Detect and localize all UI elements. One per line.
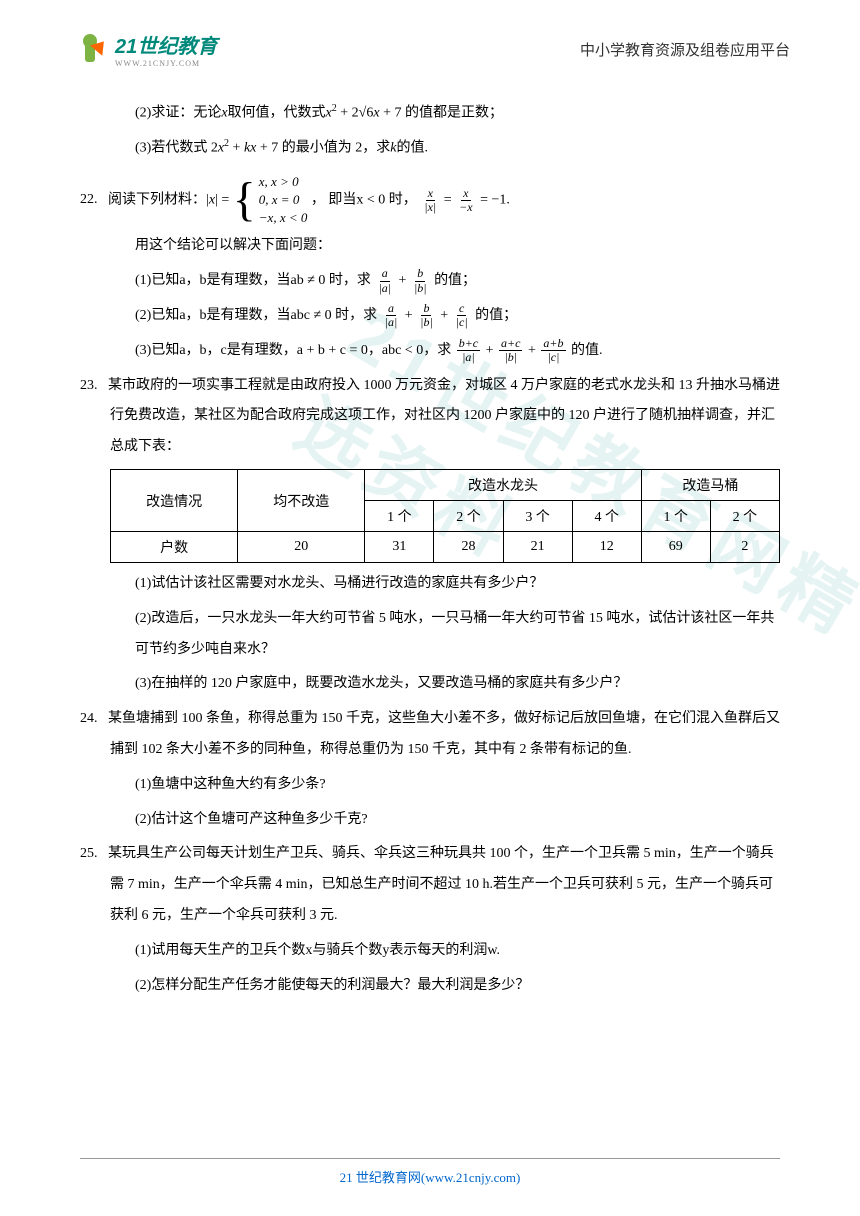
problem-22-intro2: 用这个结论可以解决下面问题： — [110, 231, 780, 262]
table-cell: 21 — [503, 532, 572, 563]
logo-sub-text: WWW.21CNJY.COM — [115, 59, 217, 68]
problem-22-2: (2)已知a，b是有理数，当abc ≠ 0 时，求 a|a| + b|b| + … — [110, 301, 780, 332]
problem-21-3: (3)若代数式 2x2 + kx + 7 的最小值为 2，求k的值. — [110, 133, 780, 164]
problem-22-3: (3)已知a，b，c是有理数，a + b + c = 0，abc < 0，求 b… — [110, 336, 780, 367]
problem-24-intro: 24.某鱼塘捕到 100 条鱼，称得总重为 150 千克，这些鱼大小差不多，做好… — [110, 704, 780, 766]
logo-icon — [70, 32, 110, 67]
problem-23-2: (2)改造后，一只水龙头一年大约可节省 5 吨水，一只马桶一年大约可节省 15 … — [110, 604, 780, 666]
problem-24-1: (1)鱼塘中这种鱼大约有多少条? — [110, 770, 780, 801]
problem-23-intro: 23.某市政府的一项实事工程就是由政府投入 1000 万元资金，对城区 4 万户… — [110, 371, 780, 463]
table-cell: 户数 — [111, 532, 238, 563]
p22-intro-c: = −1. — [480, 192, 510, 207]
table-cell: 改造水龙头 — [365, 470, 641, 501]
table-cell: 3 个 — [503, 501, 572, 532]
problem-24-2: (2)估计这个鱼塘可产这种鱼多少千克? — [110, 805, 780, 836]
header-title: 中小学教育资源及组卷应用平台 — [580, 39, 790, 60]
table-cell: 1 个 — [641, 501, 710, 532]
page-header: 21世纪教育 WWW.21CNJY.COM 中小学教育资源及组卷应用平台 — [0, 0, 860, 78]
table-cell: 2 个 — [434, 501, 503, 532]
table-cell: 31 — [365, 532, 434, 563]
data-table: 改造情况 均不改造 改造水龙头 改造马桶 1 个 2 个 3 个 4 个 1 个… — [110, 469, 780, 563]
problem-25-1: (1)试用每天生产的卫兵个数x与骑兵个数y表示每天的利润w. — [110, 936, 780, 967]
document-content: (2)求证：无论x取何值，代数式x2 + 2√6x + 7 的值都是正数； (3… — [0, 78, 860, 1025]
table-cell: 均不改造 — [238, 470, 365, 532]
table-cell: 2 — [710, 532, 779, 563]
case-2: 0, x = 0 — [259, 191, 308, 209]
page-footer: 21 世纪教育网(www.21cnjy.com) — [80, 1158, 780, 1186]
problem-25-intro: 25.某玩具生产公司每天计划生产卫兵、骑兵、伞兵这三种玩具共 100 个，生产一… — [110, 839, 780, 931]
table-cell: 2 个 — [710, 501, 779, 532]
table-row: 改造情况 均不改造 改造水龙头 改造马桶 — [111, 470, 780, 501]
case-3: −x, x < 0 — [259, 209, 308, 227]
table-row: 户数 20 31 28 21 12 69 2 — [111, 532, 780, 563]
problem-23-3: (3)在抽样的 120 户家庭中，既要改造水龙头，又要改造马桶的家庭共有多少户？ — [110, 669, 780, 700]
table-cell: 4 个 — [572, 501, 641, 532]
logo: 21世纪教育 WWW.21CNJY.COM — [70, 30, 217, 68]
table-cell: 1 个 — [365, 501, 434, 532]
case-1: x, x > 0 — [259, 173, 308, 191]
table-cell: 69 — [641, 532, 710, 563]
logo-main-text: 21世纪教育 — [115, 30, 217, 59]
table-cell: 20 — [238, 532, 365, 563]
table-cell: 12 — [572, 532, 641, 563]
problem-25-2: (2)怎样分配生产任务才能使每天的利润最大？最大利润是多少？ — [110, 971, 780, 1002]
problem-21-2: (2)求证：无论x取何值，代数式x2 + 2√6x + 7 的值都是正数； — [110, 98, 780, 129]
problem-22-intro: 22.阅读下列材料：|x| = { x, x > 0 0, x = 0 −x, … — [110, 173, 780, 228]
problem-23-1: (1)试估计该社区需要对水龙头、马桶进行改造的家庭共有多少户？ — [110, 569, 780, 600]
p22-intro-b: ， 即当x < 0 时， — [311, 192, 417, 207]
problem-22-1: (1)已知a，b是有理数，当ab ≠ 0 时，求 a|a| + b|b| 的值； — [110, 266, 780, 297]
table-cell: 改造情况 — [111, 470, 238, 532]
table-cell: 28 — [434, 532, 503, 563]
table-cell: 改造马桶 — [641, 470, 779, 501]
